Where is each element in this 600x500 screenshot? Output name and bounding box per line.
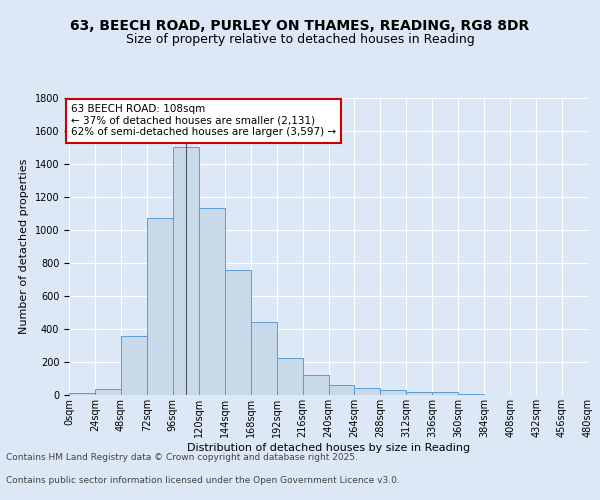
Bar [225,270,251,395]
Bar [329,385,355,395]
Bar [458,394,484,395]
Y-axis label: Number of detached properties: Number of detached properties [19,158,29,334]
Bar [251,322,277,395]
Bar [147,218,173,395]
Bar [173,147,199,395]
Bar [355,388,380,395]
Text: Size of property relative to detached houses in Reading: Size of property relative to detached ho… [125,32,475,46]
X-axis label: Distribution of detached houses by size in Reading: Distribution of detached houses by size … [187,442,470,452]
Bar [121,336,147,395]
Bar [69,394,95,395]
Bar [95,389,121,395]
Bar [277,358,302,395]
Text: 63, BEECH ROAD, PURLEY ON THAMES, READING, RG8 8DR: 63, BEECH ROAD, PURLEY ON THAMES, READIN… [70,19,530,33]
Text: Contains HM Land Registry data © Crown copyright and database right 2025.: Contains HM Land Registry data © Crown c… [6,454,358,462]
Bar [432,392,458,395]
Text: 63 BEECH ROAD: 108sqm
← 37% of detached houses are smaller (2,131)
62% of semi-d: 63 BEECH ROAD: 108sqm ← 37% of detached … [71,104,336,138]
Bar [199,208,224,395]
Bar [380,390,406,395]
Bar [406,392,432,395]
Bar [302,375,329,395]
Text: Contains public sector information licensed under the Open Government Licence v3: Contains public sector information licen… [6,476,400,485]
